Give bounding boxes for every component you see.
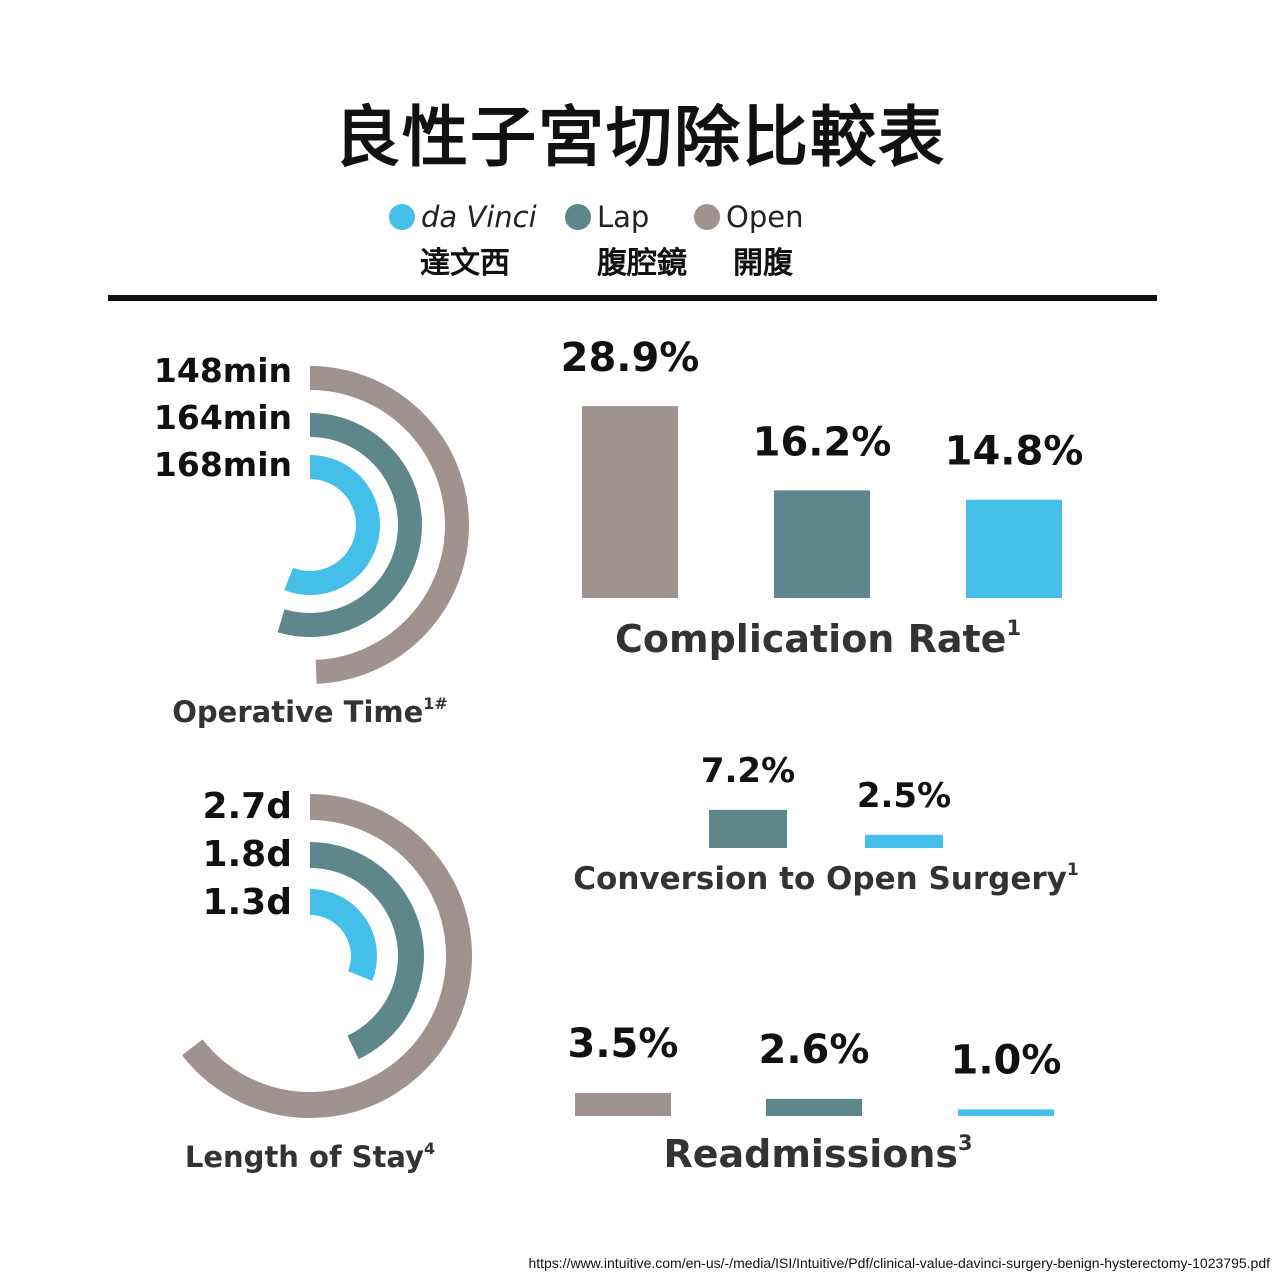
chart-title-operative-time: Operative Time1# bbox=[172, 694, 447, 729]
value-label-open: 148min bbox=[154, 351, 292, 390]
chart-title-complication-rate: Complication Rate1 bbox=[615, 616, 1021, 661]
chart-title-readmissions: Readmissions3 bbox=[663, 1131, 972, 1176]
chart-title-conversion-to-open-surgery: Conversion to Open Surgery1 bbox=[573, 860, 1078, 897]
chart-title-readmissions-text: Readmissions bbox=[663, 1132, 958, 1176]
chart-title-complication-rate-footnote: 1 bbox=[1006, 616, 1021, 640]
value-label-lap: 164min bbox=[154, 398, 292, 437]
radial-bar-da-vinci bbox=[284, 455, 380, 595]
value-label-readmissions-da-vinci: 1.0% bbox=[951, 1037, 1062, 1083]
legend-swatch-lap bbox=[565, 204, 591, 230]
bar-readmissions-open bbox=[575, 1092, 671, 1116]
value-label-readmissions-lap: 2.6% bbox=[759, 1027, 870, 1073]
radial-bar-lap bbox=[309, 842, 424, 1060]
chart-title-conversion-to-open-surgery-text: Conversion to Open Surgery bbox=[573, 861, 1067, 897]
legend-label-lap: Lap bbox=[597, 200, 650, 234]
chart-title-readmissions-footnote: 3 bbox=[958, 1131, 973, 1155]
bar-readmissions-lap bbox=[766, 1098, 862, 1116]
legend-swatch-davinci bbox=[389, 204, 415, 230]
bar-readmissions-da-vinci bbox=[958, 1109, 1054, 1116]
chart-title-complication-rate-text: Complication Rate bbox=[615, 617, 1006, 661]
value-label-conversion-to-open-surgery-lap: 7.2% bbox=[701, 751, 795, 791]
legend-label-open: Open bbox=[726, 200, 804, 234]
chart-title-length-of-stay-footnote: 4 bbox=[424, 1139, 435, 1158]
legend-item-lap: Lap bbox=[565, 200, 649, 234]
bar-conversion-to-open-surgery-da-vinci bbox=[865, 834, 943, 848]
radial-bar-open bbox=[182, 794, 472, 1118]
legend-sub-open: 開腹 bbox=[733, 246, 793, 281]
legend-item-open: Open bbox=[694, 200, 803, 234]
page-title: 良性子宮切除比較表 bbox=[334, 99, 946, 176]
chart-title-operative-time-text: Operative Time bbox=[172, 695, 423, 729]
legend-item-davinci: da Vinci bbox=[389, 200, 537, 234]
value-label-lap: 1.8d bbox=[202, 834, 292, 875]
bar-complication-rate-lap bbox=[774, 490, 870, 598]
chart-title-operative-time-footnote: 1# bbox=[423, 694, 447, 713]
radial-bar-lap bbox=[277, 413, 422, 637]
value-label-complication-rate-da-vinci: 14.8% bbox=[945, 429, 1084, 475]
legend-label-davinci: da Vinci bbox=[421, 200, 537, 234]
value-label-da-vinci: 1.3d bbox=[202, 882, 292, 923]
legend-swatch-open bbox=[694, 204, 720, 230]
value-label-readmissions-open: 3.5% bbox=[568, 1021, 679, 1067]
source-url: https://www.intuitive.com/en-us/-/media/… bbox=[528, 1255, 1270, 1271]
chart-title-length-of-stay-text: Length of Stay bbox=[185, 1140, 424, 1174]
value-label-complication-rate-lap: 16.2% bbox=[753, 419, 892, 465]
chart-title-length-of-stay: Length of Stay4 bbox=[185, 1139, 435, 1174]
bar-conversion-to-open-surgery-lap bbox=[709, 809, 787, 848]
value-label-complication-rate-open: 28.9% bbox=[561, 335, 700, 381]
value-label-open: 2.7d bbox=[202, 786, 292, 827]
legend-sub-lap: 腹腔鏡 bbox=[597, 246, 687, 281]
radial-bar-da-vinci bbox=[309, 889, 377, 981]
legend-sub-davinci: 達文西 bbox=[420, 246, 510, 281]
value-label-da-vinci: 168min bbox=[154, 445, 292, 484]
bar-complication-rate-da-vinci bbox=[966, 499, 1062, 598]
divider-rule bbox=[108, 295, 1157, 301]
bar-complication-rate-open bbox=[582, 406, 678, 598]
radial-bar-open bbox=[309, 366, 469, 684]
value-label-conversion-to-open-surgery-da-vinci: 2.5% bbox=[857, 776, 951, 816]
chart-title-conversion-to-open-surgery-footnote: 1 bbox=[1067, 860, 1079, 880]
